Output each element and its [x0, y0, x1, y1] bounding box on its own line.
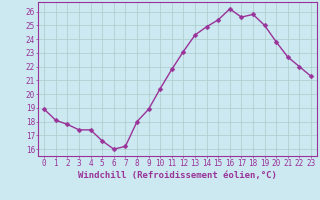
X-axis label: Windchill (Refroidissement éolien,°C): Windchill (Refroidissement éolien,°C) [78, 171, 277, 180]
